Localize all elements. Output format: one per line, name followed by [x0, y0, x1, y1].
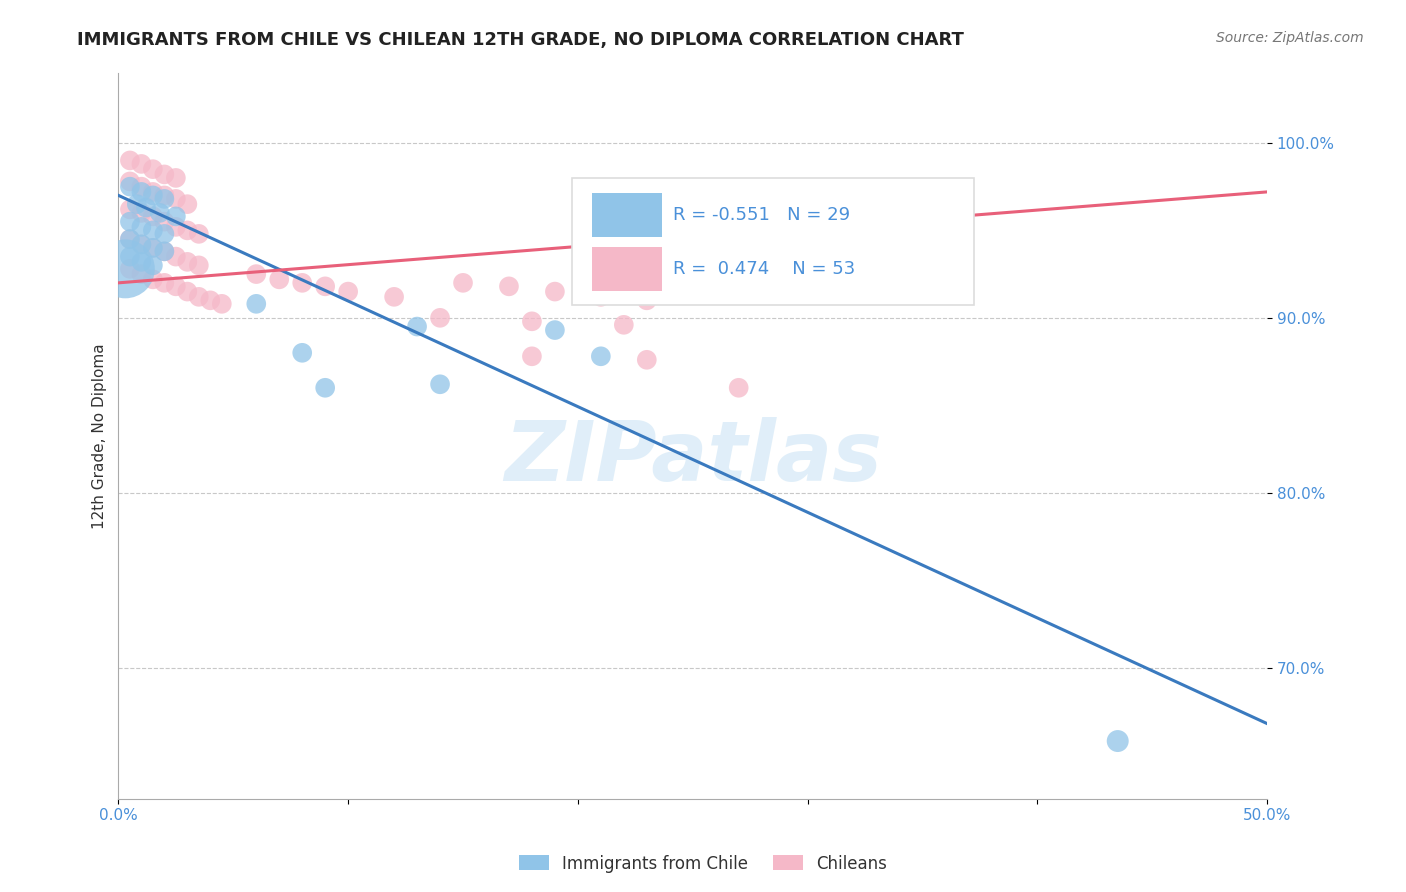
FancyBboxPatch shape: [592, 193, 662, 237]
Point: [165, 170, 187, 185]
Point: [382, 290, 405, 304]
Point: [131, 157, 153, 171]
Text: R =  0.474    N = 53: R = 0.474 N = 53: [673, 260, 855, 278]
Text: IMMIGRANTS FROM CHILE VS CHILEAN 12TH GRADE, NO DIPLOMA CORRELATION CHART: IMMIGRANTS FROM CHILE VS CHILEAN 12TH GR…: [77, 31, 965, 49]
Point: [187, 290, 209, 304]
Point: [165, 192, 187, 206]
Point: [131, 219, 153, 234]
Point: [153, 188, 176, 202]
Point: [406, 319, 429, 334]
Point: [118, 232, 141, 246]
Point: [142, 188, 165, 202]
Text: Source: ZipAtlas.com: Source: ZipAtlas.com: [1216, 31, 1364, 45]
Point: [451, 276, 474, 290]
Point: [118, 174, 141, 188]
Point: [544, 285, 567, 299]
Point: [118, 153, 141, 168]
Point: [211, 297, 233, 311]
Point: [131, 179, 153, 194]
Point: [176, 285, 198, 299]
Point: [773, 255, 796, 269]
Point: [1107, 734, 1129, 748]
Point: [245, 267, 267, 281]
Point: [142, 241, 165, 255]
Point: [142, 210, 165, 224]
Point: [176, 255, 198, 269]
Point: [187, 258, 209, 272]
Text: ZIPatlas: ZIPatlas: [503, 417, 882, 498]
Point: [613, 318, 636, 332]
Point: [135, 201, 157, 215]
Point: [520, 314, 543, 328]
Point: [153, 192, 176, 206]
Point: [142, 223, 165, 237]
Point: [125, 197, 148, 211]
Point: [165, 219, 187, 234]
Point: [118, 214, 141, 228]
Point: [314, 381, 336, 395]
Point: [820, 258, 842, 272]
FancyBboxPatch shape: [572, 178, 974, 305]
Point: [520, 349, 543, 363]
Legend: Immigrants from Chile, Chileans: Immigrants from Chile, Chileans: [512, 848, 894, 880]
Point: [131, 267, 153, 281]
Point: [149, 206, 172, 220]
Point: [131, 237, 153, 252]
Point: [142, 185, 165, 199]
Point: [245, 297, 267, 311]
Point: [153, 214, 176, 228]
Text: R = -0.551   N = 29: R = -0.551 N = 29: [673, 205, 851, 224]
Point: [165, 250, 187, 264]
Point: [200, 293, 222, 308]
Point: [589, 290, 612, 304]
Point: [153, 168, 176, 182]
Point: [165, 210, 187, 224]
Point: [636, 293, 658, 308]
FancyBboxPatch shape: [592, 247, 662, 292]
Point: [498, 279, 520, 293]
Y-axis label: 12th Grade, No Diploma: 12th Grade, No Diploma: [93, 343, 107, 529]
Point: [142, 272, 165, 286]
Point: [142, 258, 165, 272]
Point: [153, 276, 176, 290]
Point: [314, 279, 336, 293]
Point: [131, 206, 153, 220]
Point: [118, 261, 141, 276]
Point: [118, 250, 141, 264]
Point: [187, 227, 209, 241]
Point: [142, 241, 165, 255]
Point: [131, 185, 153, 199]
Point: [118, 179, 141, 194]
Point: [131, 237, 153, 252]
Point: [176, 197, 198, 211]
Point: [429, 310, 451, 325]
Point: [118, 202, 141, 217]
Point: [153, 244, 176, 259]
Point: [153, 227, 176, 241]
Point: [291, 346, 314, 360]
Point: [165, 279, 187, 293]
Point: [118, 232, 141, 246]
Point: [636, 352, 658, 367]
Point: [131, 255, 153, 269]
Point: [114, 261, 136, 276]
Point: [291, 276, 314, 290]
Point: [153, 244, 176, 259]
Point: [544, 323, 567, 337]
Point: [337, 285, 360, 299]
Point: [269, 272, 291, 286]
Point: [176, 223, 198, 237]
Point: [727, 381, 749, 395]
Point: [142, 162, 165, 177]
Point: [429, 377, 451, 392]
Point: [589, 349, 612, 363]
